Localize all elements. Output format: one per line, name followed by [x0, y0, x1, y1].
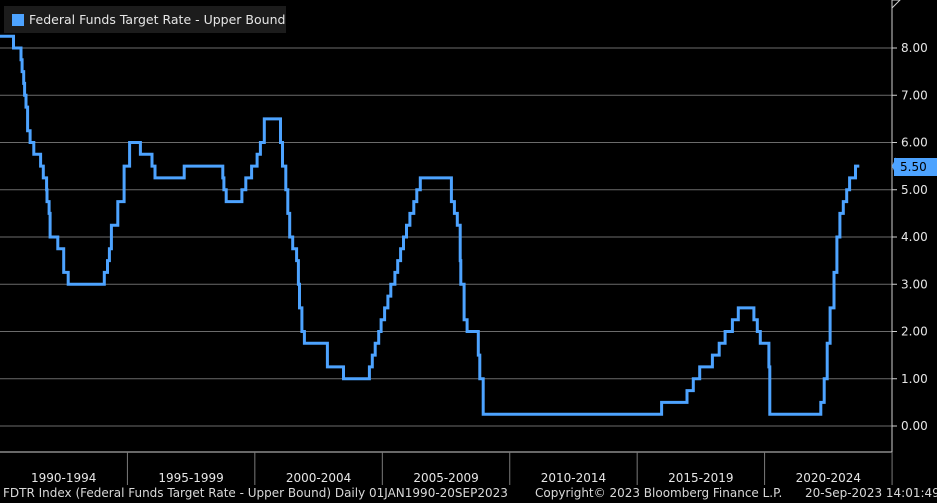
series-line-fed-funds	[0, 34, 860, 416]
x-tick-label: 2010-2014	[541, 471, 606, 485]
y-tick-label: 6.00	[901, 136, 928, 150]
y-tick-label: 8.00	[901, 41, 928, 55]
footer: FDTR Index (Federal Funds Target Rate - …	[0, 485, 937, 503]
x-tick-label: 2005-2009	[413, 471, 478, 485]
y-axis-arrow	[891, 0, 901, 9]
y-tick-label: 0.00	[901, 419, 928, 433]
legend-swatch	[12, 13, 24, 26]
x-tick-label: 2000-2004	[286, 471, 351, 485]
x-tick-label: 2020-2024	[796, 471, 861, 485]
x-tick-label: 1995-1999	[158, 471, 223, 485]
legend-label: Federal Funds Target Rate - Upper Bound	[29, 12, 286, 27]
y-tick-label: 5.00	[901, 183, 928, 197]
legend: Federal Funds Target Rate - Upper Bound	[4, 6, 286, 33]
x-tick-label: 1990-1994	[31, 471, 96, 485]
footer-timestamp: 20-Sep-2023 14:01:49	[805, 486, 937, 500]
y-tick-label: 1.00	[901, 372, 928, 386]
y-tick-label: 3.00	[901, 277, 928, 291]
y-tick-label: 4.00	[901, 230, 928, 244]
y-tick-label: 2.00	[901, 325, 928, 339]
footer-left-text: FDTR Index (Federal Funds Target Rate - …	[3, 486, 508, 500]
footer-copyright: Copyright© 2023 Bloomberg Finance L.P.	[535, 486, 783, 500]
current-value-tag: 5.50	[894, 158, 937, 176]
x-tick-label: 2015-2019	[668, 471, 733, 485]
y-tick-label: 7.00	[901, 88, 928, 102]
